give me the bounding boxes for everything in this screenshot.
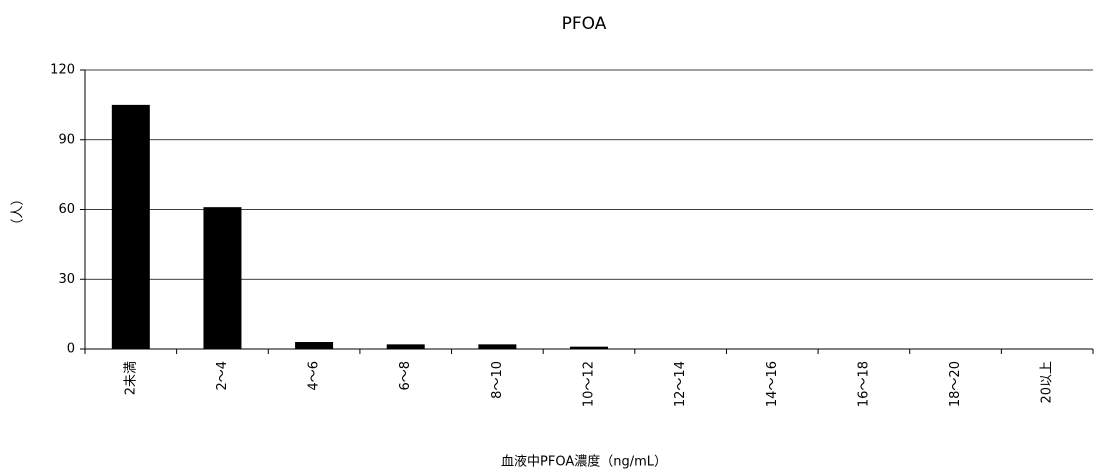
y-axis-label: （人） — [11, 192, 26, 231]
x-tick-label: 16～18 — [856, 361, 871, 407]
bar — [203, 207, 242, 349]
x-tick-label: 12～14 — [673, 361, 688, 407]
x-tick-label: 18～20 — [948, 361, 963, 407]
x-tick-label: 14～16 — [765, 361, 780, 407]
y-tick-label: 30 — [58, 272, 75, 287]
x-tick-label: 8～10 — [490, 361, 505, 399]
y-tick-label: 120 — [50, 63, 75, 78]
y-tick-label: 0 — [67, 342, 75, 357]
bar — [478, 344, 517, 349]
x-tick-label: 2～4 — [215, 361, 230, 391]
bar — [295, 342, 334, 349]
y-tick-label: 60 — [58, 202, 75, 217]
bar — [386, 344, 425, 349]
x-tick-label: 2未満 — [123, 361, 138, 395]
x-tick-label: 6～8 — [398, 361, 413, 391]
x-tick-label: 10～12 — [582, 361, 597, 407]
bar — [111, 104, 150, 349]
x-tick-label: 4～6 — [307, 361, 322, 391]
bar — [570, 346, 608, 349]
y-tick-label: 90 — [58, 132, 75, 147]
chart-title: PFOA — [562, 14, 607, 34]
x-axis-label: 血液中PFOA濃度（ng/mL） — [501, 454, 667, 470]
x-tick-label: 20以上 — [1040, 361, 1055, 404]
